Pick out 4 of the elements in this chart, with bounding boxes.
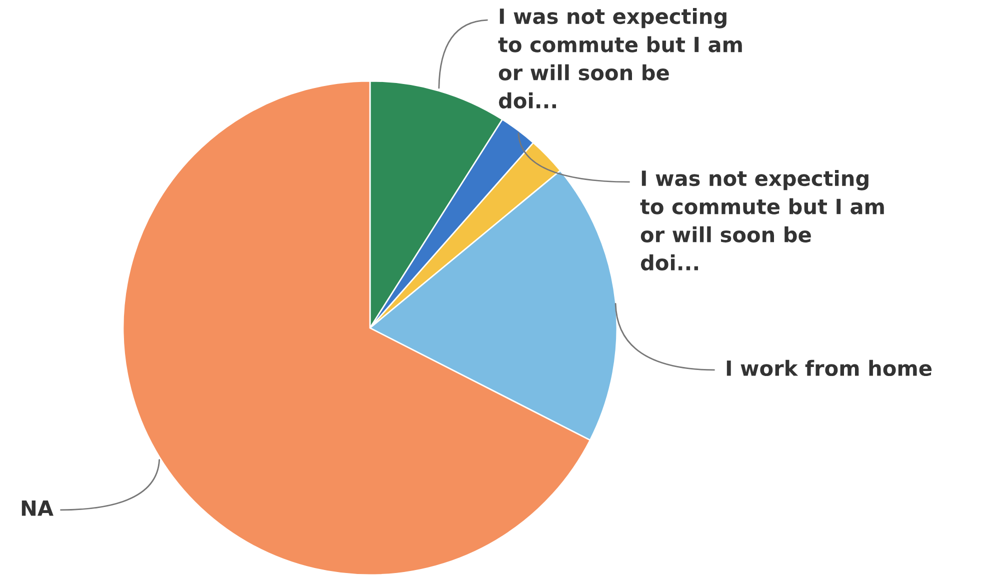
slice-label: I was not expecting to commute but I am or will soon be doi... — [498, 8, 742, 109]
slice-label: NA — [22, 500, 54, 516]
slice-label: I was not expecting to commute but I am or will soon be doi... — [640, 170, 884, 271]
slice-label: I work from home — [726, 360, 932, 376]
